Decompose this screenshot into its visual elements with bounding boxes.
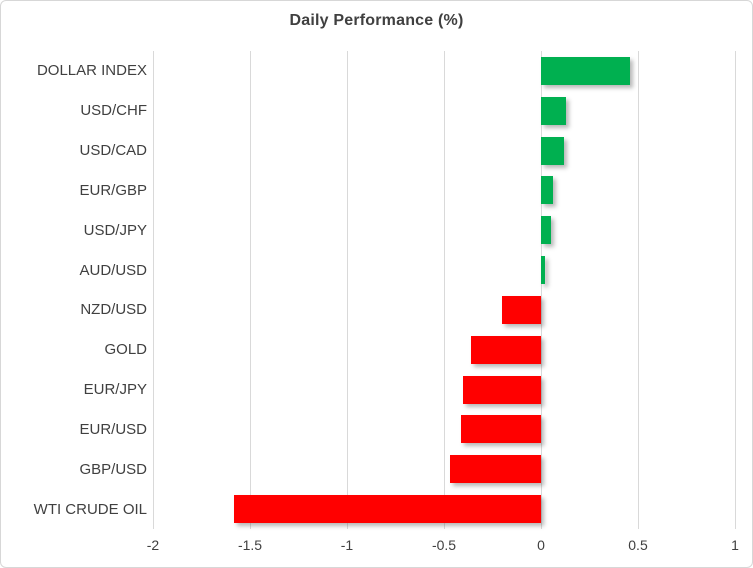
category-label-eur-usd: EUR/USD (79, 420, 147, 438)
bar-gbp-usd (449, 455, 541, 484)
bar-usd-chf (541, 96, 567, 125)
bar-nzd-usd (502, 295, 541, 324)
category-axis-labels: DOLLAR INDEX USD/CHF USD/CAD EUR/GBP USD/JPY… (1, 51, 147, 529)
bar-dollar-index (541, 56, 631, 85)
gridline (734, 51, 736, 529)
bar-usd-jpy (541, 216, 551, 245)
category-label-gbp-usd: GBP/USD (79, 460, 147, 478)
bar-eur-usd (461, 415, 541, 444)
category-label-usd-jpy: USD/JPY (83, 221, 147, 239)
x-axis-tick-label: -1.5 (237, 537, 263, 553)
gridline (443, 51, 445, 529)
gridline (540, 51, 542, 529)
x-axis-tick-label: 0.5 (628, 537, 648, 553)
category-label-eur-jpy: EUR/JPY (83, 381, 147, 399)
chart-title: Daily Performance (%) (289, 12, 464, 29)
gridline (346, 51, 348, 529)
bar-eur-jpy (463, 375, 541, 404)
x-axis-tick-label: -1 (340, 537, 354, 553)
x-axis-tick-labels: -2 -1.5 -1 -0.5 0 0.5 1 (147, 537, 739, 559)
bar-eur-gbp (541, 176, 553, 205)
x-axis-tick-label: -2 (146, 537, 160, 553)
category-label-eur-gbp: EUR/GBP (79, 181, 147, 199)
bar-wti-crude-oil (234, 495, 541, 524)
gridline (637, 51, 639, 529)
category-label-nzd-usd: NZD/USD (80, 301, 147, 319)
gridline (152, 51, 154, 529)
category-label-aud-usd: AUD/USD (79, 261, 147, 279)
x-axis-tick-label: 1 (731, 537, 739, 553)
category-label-gold: GOLD (104, 341, 147, 359)
category-label-usd-cad: USD/CAD (79, 142, 147, 160)
bar-gold (471, 335, 541, 364)
bar-aud-usd (541, 256, 545, 285)
bar-usd-cad (541, 136, 565, 165)
x-axis-tick-label: -0.5 (431, 537, 457, 553)
x-axis-tick-label: 0 (537, 537, 545, 553)
category-label-wti-crude-oil: WTI CRUDE OIL (33, 500, 147, 518)
category-label-usd-chf: USD/CHF (80, 102, 147, 120)
gridline (249, 51, 251, 529)
category-label-dollar-index: DOLLAR INDEX (36, 62, 147, 80)
plot-area (152, 51, 736, 529)
